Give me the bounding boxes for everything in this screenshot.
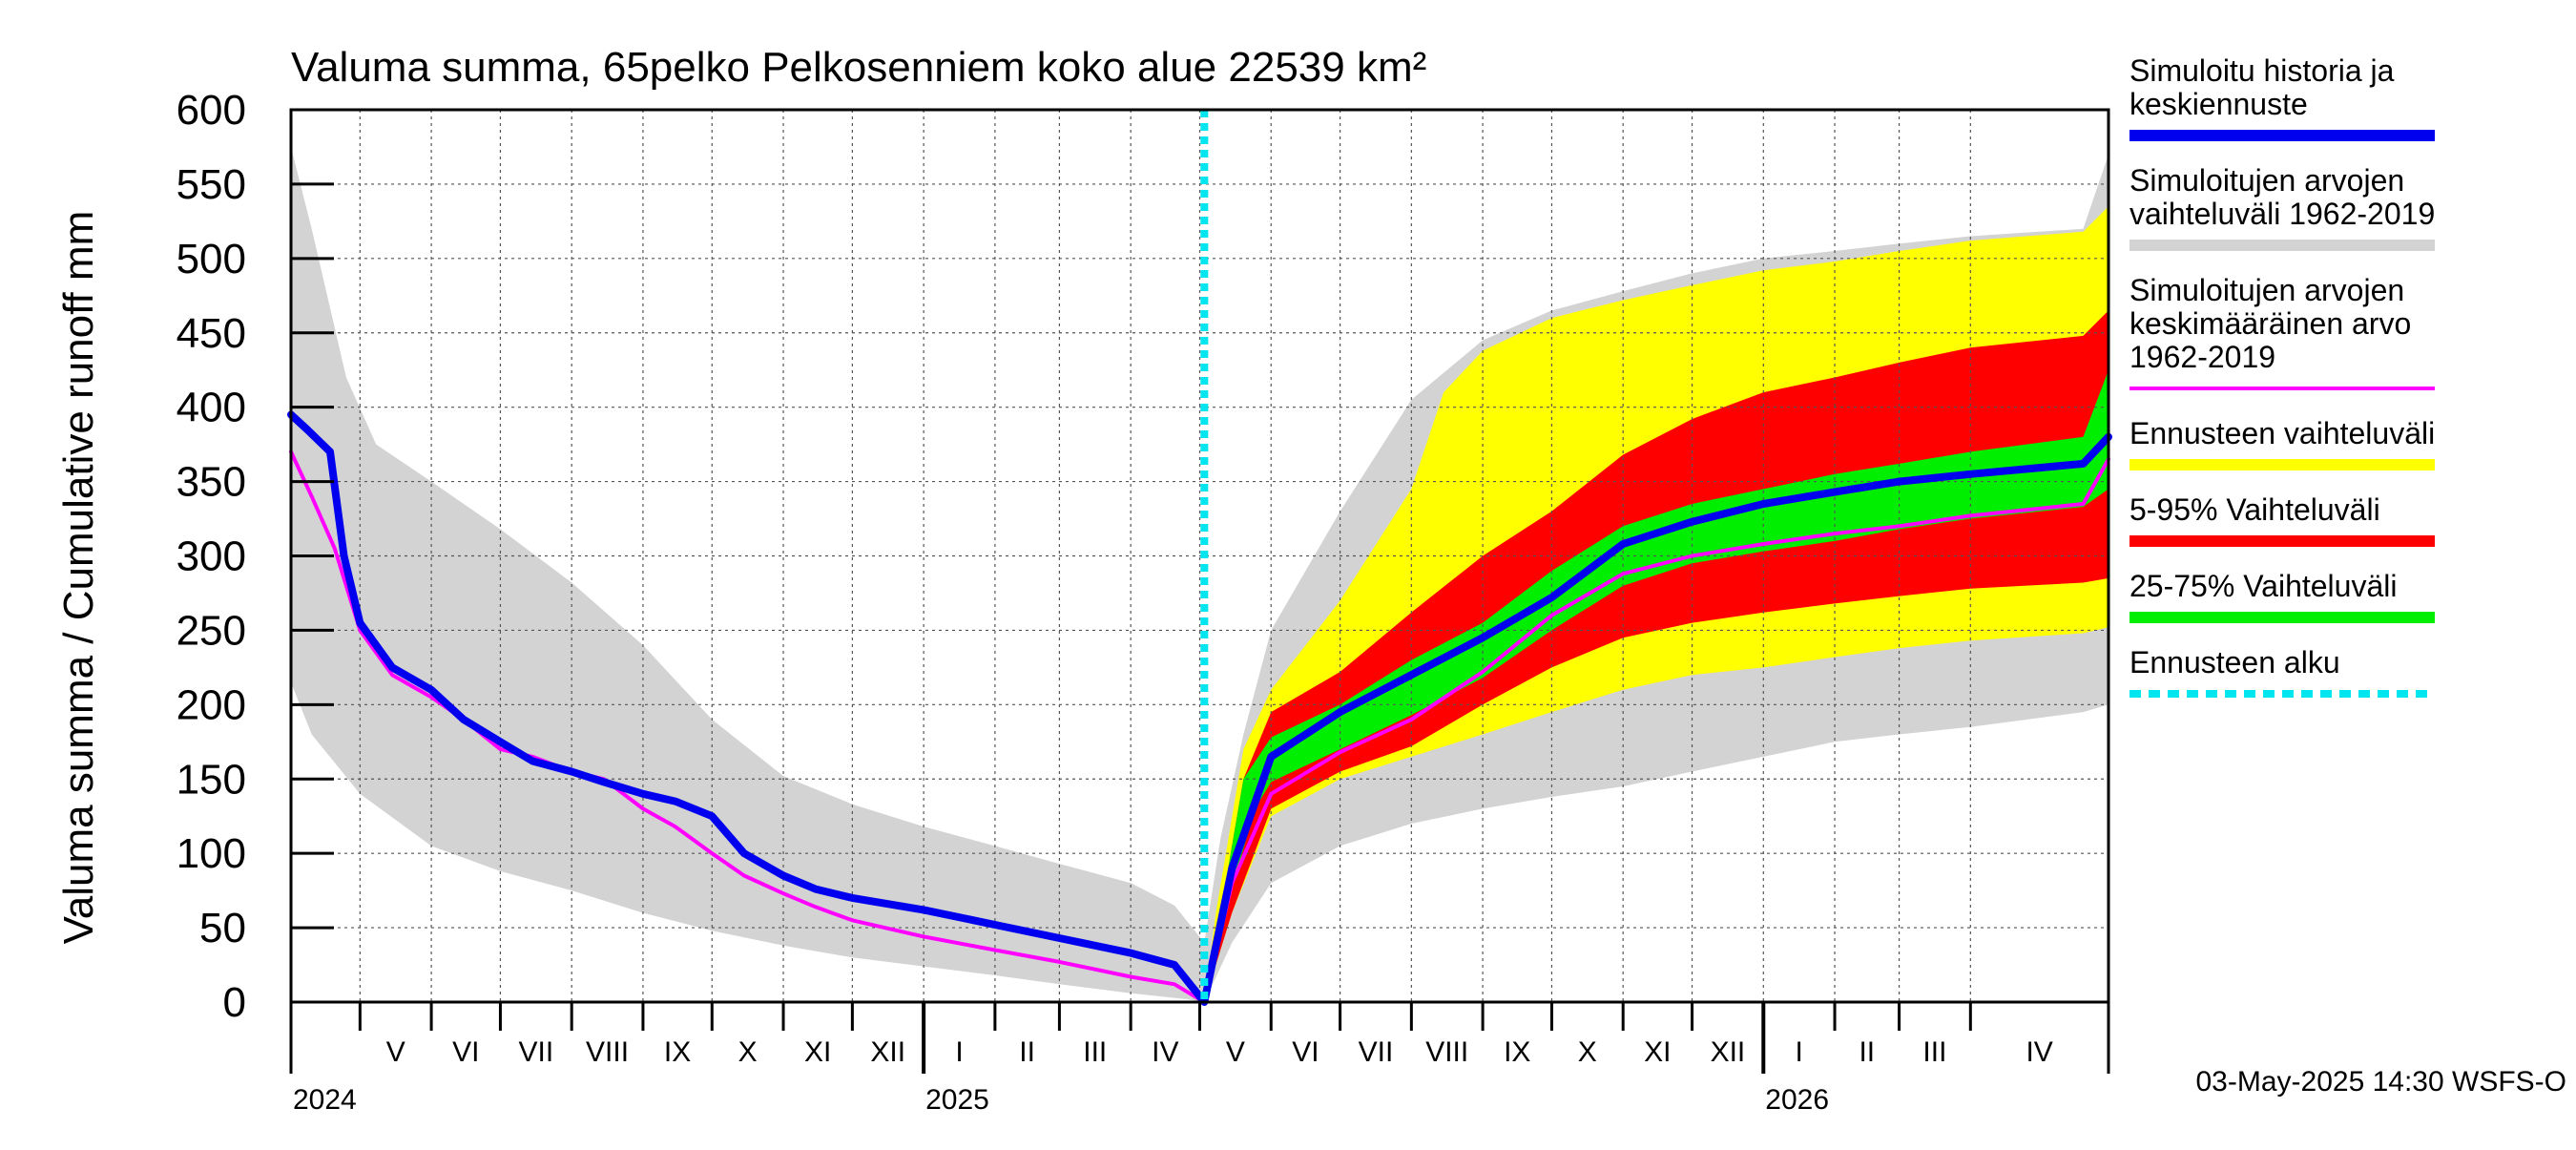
- y-tick-label-400: 400: [177, 385, 246, 431]
- y-tick-label-200: 200: [177, 681, 246, 728]
- legend-text-4-0: 5-95% Vaihteluväli: [2129, 492, 2380, 527]
- month-label-8: I: [955, 1036, 963, 1068]
- y-tick-label-0: 0: [223, 979, 246, 1026]
- month-label-23: IV: [2025, 1036, 2052, 1068]
- y-tick-label-550: 550: [177, 161, 246, 208]
- footer-timestamp: 03-May-2025 14:30 WSFS-O: [2196, 1066, 2567, 1098]
- year-label-2024: 2024: [293, 1084, 357, 1116]
- month-label-12: V: [1226, 1036, 1245, 1068]
- year-label-2025: 2025: [925, 1084, 989, 1116]
- month-label-4: IX: [664, 1036, 691, 1068]
- month-label-18: XI: [1644, 1036, 1671, 1068]
- y-axis-label: Valuma summa / Cumulative runoff mm: [55, 211, 102, 945]
- legend-text-2-2: 1962-2019: [2129, 340, 2275, 374]
- month-label-10: III: [1083, 1036, 1107, 1068]
- month-label-3: VIII: [586, 1036, 629, 1068]
- month-label-9: II: [1019, 1036, 1035, 1068]
- month-label-11: IV: [1152, 1036, 1178, 1068]
- legend-text-2-0: Simuloitujen arvojen: [2129, 273, 2404, 307]
- month-label-5: X: [738, 1036, 758, 1068]
- year-label-2026: 2026: [1765, 1084, 1829, 1116]
- month-label-2: VII: [518, 1036, 553, 1068]
- month-label-1: VI: [452, 1036, 479, 1068]
- y-tick-label-250: 250: [177, 607, 246, 654]
- month-label-19: XII: [1711, 1036, 1746, 1068]
- grid-lines: [291, 110, 2109, 1002]
- legend-text-0-1: keskiennuste: [2129, 87, 2308, 121]
- legend-text-5-0: 25-75% Vaihteluväli: [2129, 569, 2397, 603]
- y-tick-label-50: 50: [199, 905, 246, 951]
- month-label-16: IX: [1504, 1036, 1530, 1068]
- y-tick-label-150: 150: [177, 756, 246, 803]
- month-label-6: XI: [804, 1036, 831, 1068]
- chart-title: Valuma summa, 65pelko Pelkosenniem koko …: [291, 44, 1426, 91]
- legend-text-1-1: vaihteluväli 1962-2019: [2129, 197, 2435, 231]
- month-label-15: VIII: [1425, 1036, 1468, 1068]
- month-label-0: V: [386, 1036, 405, 1068]
- month-label-20: I: [1795, 1036, 1802, 1068]
- month-label-14: VII: [1359, 1036, 1394, 1068]
- month-label-17: X: [1578, 1036, 1597, 1068]
- month-label-7: XII: [870, 1036, 905, 1068]
- legend-text-1-0: Simuloitujen arvojen: [2129, 163, 2404, 198]
- month-label-22: III: [1922, 1036, 1946, 1068]
- y-tick-label-350: 350: [177, 459, 246, 506]
- y-tick-label-500: 500: [177, 236, 246, 282]
- y-tick-label-300: 300: [177, 533, 246, 580]
- y-tick-label-600: 600: [177, 87, 246, 134]
- legend-text-6-0: Ennusteen alku: [2129, 645, 2340, 680]
- y-tick-label-450: 450: [177, 310, 246, 357]
- legend-text-0-0: Simuloitu historia ja: [2129, 53, 2395, 88]
- series-line-2: [287, 410, 2112, 1006]
- legend-text-2-1: keskimääräinen arvo: [2129, 306, 2411, 341]
- month-label-13: VI: [1292, 1036, 1319, 1068]
- month-label-21: II: [1859, 1036, 1875, 1068]
- legend-text-3-0: Ennusteen vaihteluväli: [2129, 416, 2435, 450]
- y-tick-label-100: 100: [177, 830, 246, 877]
